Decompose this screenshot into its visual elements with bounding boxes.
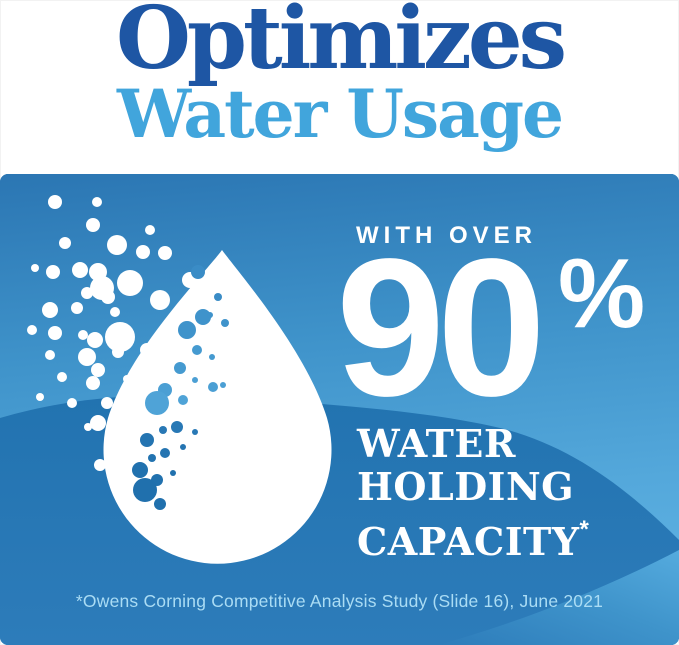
stat-qualifier: WITH OVER — [356, 222, 537, 249]
stat-label-line1: WATER — [357, 421, 516, 466]
water-droplet-icon — [103, 250, 332, 564]
subheadline: Water Usage — [117, 75, 564, 153]
stat-label-line2: HOLDING — [357, 464, 575, 509]
bubble-cutouts — [132, 265, 229, 510]
highlight-wave — [438, 550, 679, 645]
bubble-scatter — [27, 195, 198, 487]
stat-panel: WITH OVER 90 % WATER HOLDING CAPACITY* *… — [0, 174, 679, 645]
stat-value: 90 — [336, 218, 546, 437]
stat-unit: % — [558, 238, 646, 348]
headline: Optimizes — [115, 0, 567, 89]
background-art — [0, 174, 679, 645]
footnote: *Owens Corning Competitive Analysis Stud… — [75, 591, 604, 611]
footnote-marker: * — [579, 516, 589, 543]
stat-label: WATER HOLDING CAPACITY* — [357, 422, 589, 563]
stat-label-line3: CAPACITY — [357, 519, 580, 564]
